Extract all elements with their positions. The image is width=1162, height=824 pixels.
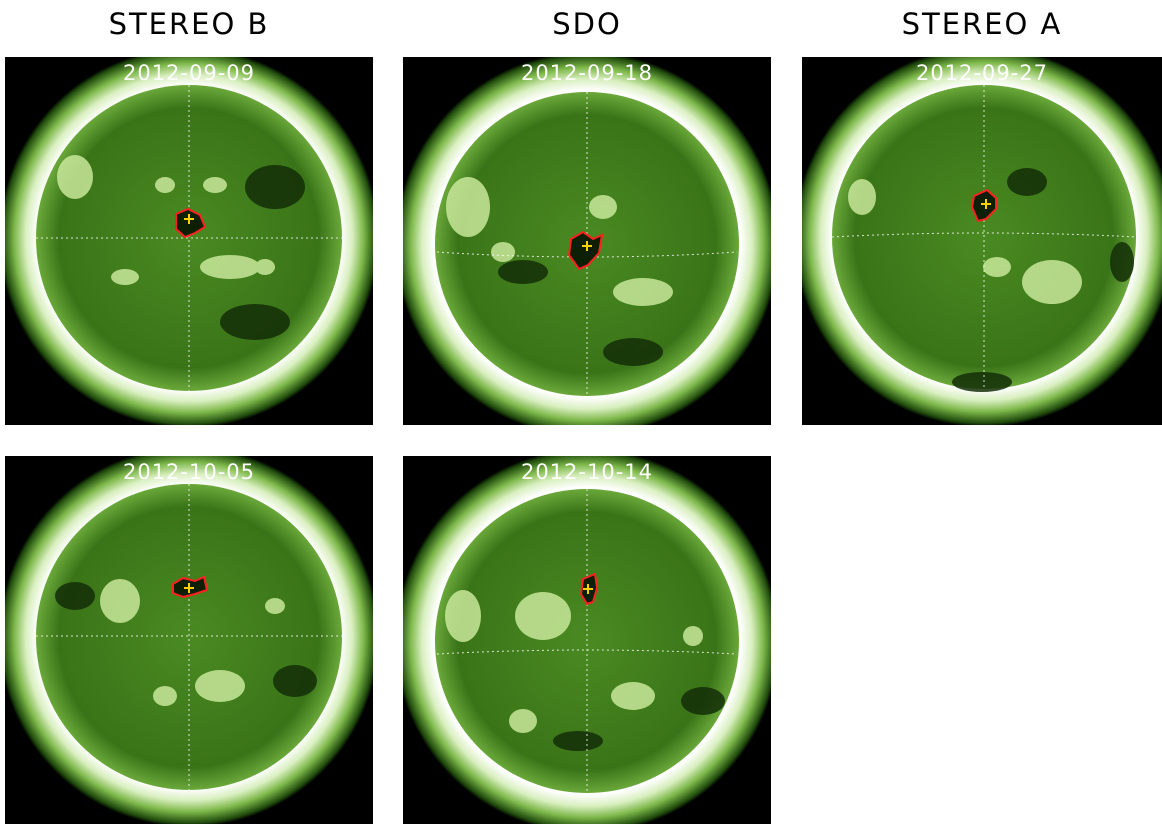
grid-lines xyxy=(831,85,1137,389)
grid-lines xyxy=(36,484,342,790)
active-regions xyxy=(100,579,285,706)
solar-image-panel-2: 2012-09-18 xyxy=(403,57,771,425)
coronal-holes xyxy=(220,165,305,340)
active-regions xyxy=(57,155,275,285)
active-regions xyxy=(848,179,1082,304)
coronal-holes xyxy=(553,687,725,751)
coronal-hole-contour xyxy=(567,230,604,271)
coronal-holes xyxy=(498,260,663,366)
observation-date: 2012-09-09 xyxy=(122,61,256,85)
solar-disk xyxy=(36,484,342,790)
active-regions xyxy=(445,590,703,733)
centroid-marker xyxy=(582,241,592,251)
solar-disk-image xyxy=(403,57,771,425)
column-title-sdo: SDO xyxy=(552,7,622,41)
solar-disk-image xyxy=(403,456,771,824)
column-title-stereo-a: STEREO A xyxy=(901,7,1063,41)
solar-image-panel-4: 2012-10-05 xyxy=(5,456,373,824)
coronal-holes xyxy=(952,168,1134,392)
observation-date: 2012-09-18 xyxy=(520,61,654,85)
solar-image-panel-3: 2012-09-27 xyxy=(802,57,1162,425)
solar-image-panel-1: 2012-09-09 xyxy=(5,57,373,425)
grid-lines xyxy=(436,489,738,793)
coronal-hole-contour xyxy=(175,207,207,239)
observation-date: 2012-09-27 xyxy=(915,61,1049,85)
solar-disk-image xyxy=(5,456,373,824)
centroid-marker xyxy=(583,584,593,594)
centroid-marker xyxy=(184,214,194,224)
grid-lines xyxy=(36,85,342,391)
solar-image-panel-5: 2012-10-14 xyxy=(403,456,771,824)
coronal-hole-contour xyxy=(970,188,997,223)
centroid-marker xyxy=(981,199,991,209)
observation-date: 2012-10-14 xyxy=(520,460,654,484)
solar-disk-image xyxy=(802,57,1162,425)
column-title-stereo-b: STEREO B xyxy=(108,7,270,41)
centroid-marker xyxy=(184,583,194,593)
active-regions xyxy=(446,177,673,306)
observation-date: 2012-10-05 xyxy=(122,460,256,484)
solar-disk-image xyxy=(5,57,373,425)
coronal-holes xyxy=(55,582,317,697)
